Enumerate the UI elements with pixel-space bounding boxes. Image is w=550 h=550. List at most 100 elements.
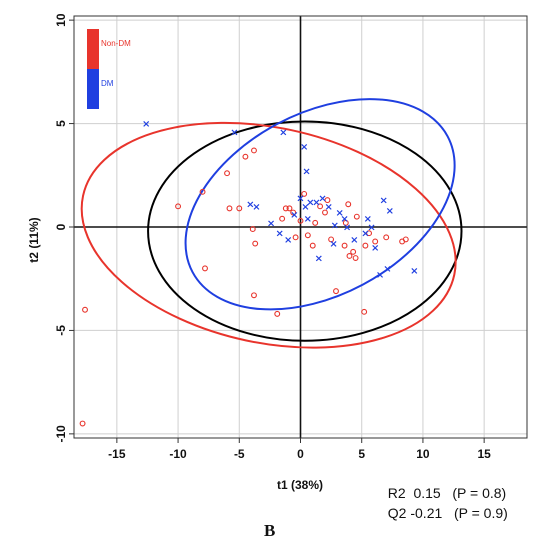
point-non-dm — [249, 226, 256, 233]
point-non-dm — [252, 240, 259, 247]
point-non-dm — [286, 205, 293, 212]
point-dm: × — [361, 229, 369, 240]
point-non-dm — [361, 308, 368, 315]
point-non-dm — [309, 242, 316, 249]
legend-label-non-dm: Non-DM — [101, 39, 131, 48]
y-tick-label: -10 — [54, 425, 68, 443]
point-dm: × — [364, 214, 372, 225]
point-non-dm — [251, 147, 257, 154]
ellipse-non-dm — [80, 121, 457, 349]
point-dm: × — [279, 127, 287, 138]
point-non-dm — [199, 188, 206, 195]
r2-pvalue: (P = 0.8) — [452, 485, 507, 501]
point-non-dm — [279, 215, 286, 222]
point-non-dm — [328, 236, 335, 243]
x-tick-label: 5 — [358, 447, 365, 461]
point-dm: × — [304, 214, 312, 225]
data-points: ×××××××××××××××××××××××××××××××××× — [79, 119, 419, 427]
point-non-dm — [226, 205, 233, 212]
point-dm: × — [410, 266, 418, 277]
legend-label-dm: DM — [101, 79, 114, 88]
point-non-dm — [362, 242, 369, 249]
point-non-dm — [350, 248, 357, 255]
point-non-dm — [175, 203, 182, 210]
point-non-dm — [79, 420, 86, 427]
point-dm: × — [290, 210, 298, 221]
legend-swatch-dm — [87, 69, 99, 109]
point-dm: × — [296, 194, 304, 205]
x-tick-label: -5 — [234, 447, 245, 461]
q2-stat: Q2 -0.21 (P = 0.9) — [380, 489, 508, 521]
point-dm: × — [246, 200, 254, 211]
point-non-dm — [341, 242, 348, 249]
point-dm: × — [376, 270, 384, 281]
point-non-dm — [383, 234, 390, 241]
point-dm: × — [340, 214, 348, 225]
y-tick-label: 10 — [54, 13, 68, 27]
point-non-dm — [236, 205, 243, 212]
q2-value: -0.21 — [410, 505, 443, 521]
point-dm: × — [383, 264, 391, 275]
zero-axes — [74, 16, 527, 438]
x-tick-label: -10 — [169, 447, 187, 461]
r2-stat: R2 0.15 (P = 0.8) — [380, 469, 506, 501]
point-non-dm — [402, 236, 409, 243]
point-dm: × — [230, 127, 238, 138]
point-non-dm — [242, 153, 249, 160]
point-non-dm — [312, 219, 319, 226]
point-dm: × — [329, 239, 337, 250]
point-non-dm — [297, 217, 304, 224]
panel-letter: B — [264, 521, 276, 540]
point-dm: × — [302, 167, 310, 178]
point-dm: × — [142, 119, 150, 130]
point-non-dm — [301, 190, 308, 197]
q2-label: Q2 — [387, 505, 407, 521]
ellipse-overall — [147, 120, 463, 342]
point-non-dm — [274, 310, 281, 317]
x-tick-label: 0 — [297, 447, 304, 461]
point-non-dm — [372, 238, 379, 245]
point-non-dm — [251, 292, 257, 299]
r2-value: 0.15 — [413, 485, 441, 501]
point-non-dm — [333, 288, 339, 295]
point-non-dm — [352, 255, 359, 261]
point-dm: × — [380, 196, 388, 207]
point-non-dm — [346, 253, 353, 259]
point-dm: × — [367, 223, 375, 234]
point-non-dm — [317, 203, 324, 210]
x-tick-label: -15 — [108, 447, 126, 461]
x-axis-label: t1 (38%) — [277, 478, 323, 492]
point-non-dm — [290, 209, 297, 216]
point-non-dm — [342, 219, 349, 226]
point-dm: × — [275, 229, 283, 240]
point-non-dm — [345, 201, 352, 208]
point-dm: × — [350, 235, 358, 246]
point-non-dm — [324, 197, 331, 204]
r2-label: R2 — [387, 485, 406, 501]
legend: Non-DM DM — [87, 29, 131, 109]
x-tick-label: 15 — [477, 447, 491, 461]
point-non-dm — [366, 230, 373, 237]
point-dm: × — [300, 142, 308, 153]
point-dm: × — [306, 198, 314, 209]
point-dm: × — [324, 202, 332, 213]
point-dm: × — [335, 208, 343, 219]
point-dm: × — [386, 206, 394, 217]
point-non-dm — [224, 170, 230, 177]
point-dm: × — [331, 220, 339, 231]
point-non-dm — [202, 265, 208, 272]
ellipse-dm — [184, 98, 456, 311]
point-non-dm — [322, 209, 328, 216]
y-tick-label: 0 — [54, 223, 68, 230]
point-dm: × — [267, 218, 275, 229]
point-dm: × — [312, 198, 320, 209]
y-tick-label: 5 — [54, 120, 68, 127]
point-dm: × — [284, 235, 292, 246]
point-non-dm — [304, 232, 311, 239]
tick-labels: -15 -10 -5 0 5 10 15 -10 -5 0 5 10 — [54, 13, 491, 461]
point-dm: × — [343, 223, 351, 234]
point-non-dm — [353, 213, 360, 220]
point-non-dm — [292, 234, 299, 241]
point-non-dm — [282, 205, 289, 212]
